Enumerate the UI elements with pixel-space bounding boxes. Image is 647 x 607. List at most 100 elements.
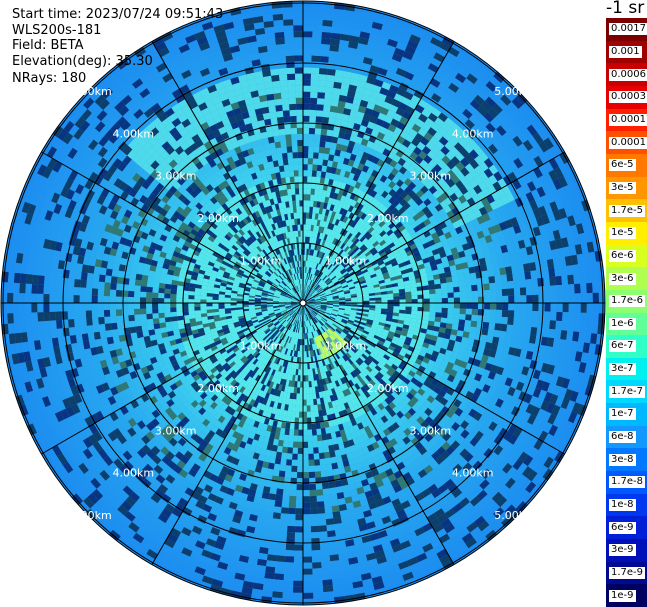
field-gate-cell (494, 323, 502, 331)
field-gate-cell (324, 451, 331, 459)
field-gate-cell (351, 207, 358, 215)
field-gate-cell (459, 83, 471, 94)
field-gate-cell (307, 294, 312, 299)
field-gate-cell (308, 471, 316, 479)
field-gate-cell (340, 195, 346, 203)
field-gate-cell (287, 513, 296, 521)
field-gate-cell (375, 305, 382, 309)
field-gate-cell (306, 200, 311, 207)
field-gate-cell (429, 307, 436, 313)
field-gate-cell (308, 280, 312, 286)
field-gate-cell (306, 285, 310, 292)
field-gate-cell (311, 290, 316, 295)
field-gate-cell (288, 507, 296, 515)
field-gate-cell (364, 159, 372, 168)
field-gate-cell (327, 255, 332, 262)
field-gate-cell (365, 127, 374, 135)
field-gate-cell (323, 202, 328, 210)
field-gate-cell (322, 19, 333, 27)
field-gate-cell (381, 120, 391, 130)
field-gate-cell (316, 257, 320, 264)
field-gate-cell (408, 181, 417, 190)
field-gate-cell (404, 147, 414, 157)
field-gate-cell (309, 103, 317, 111)
field-gate-cell (310, 243, 314, 250)
field-gate-cell (364, 82, 374, 91)
field-gate-cell (308, 140, 315, 147)
field-gate-cell (306, 279, 308, 286)
field-gate-cell (310, 73, 319, 81)
field-gate-cell (303, 284, 305, 291)
field-gate-cell (348, 212, 355, 220)
field-gate-cell (349, 242, 356, 250)
field-gate-cell (387, 172, 396, 181)
field-gate-cell (377, 93, 387, 102)
field-gate-cell (431, 107, 442, 118)
field-gate-cell (333, 252, 339, 259)
field-gate-cell (491, 129, 502, 140)
field-gate-cell (307, 441, 314, 448)
field-gate-cell (273, 579, 284, 587)
field-gate-cell (464, 279, 472, 286)
field-gate-cell (332, 179, 338, 187)
field-gate-cell (538, 311, 545, 320)
field-gate-cell (580, 293, 587, 303)
field-gate-cell (549, 320, 557, 330)
field-gate-cell (311, 218, 315, 226)
field-gate-cell (423, 289, 430, 295)
field-gate-cell (561, 275, 569, 285)
field-gate-cell (548, 267, 556, 278)
field-gate-cell (343, 262, 350, 269)
field-gate-cell (470, 320, 478, 328)
field-gate-cell (280, 513, 289, 520)
field-gate-cell (327, 242, 333, 249)
field-gate-cell (434, 87, 445, 98)
field-gate-cell (385, 44, 396, 54)
field-gate-cell (356, 224, 363, 232)
field-gate-cell (389, 104, 399, 113)
field-gate-cell (359, 235, 366, 243)
field-gate-cell (381, 24, 393, 33)
field-gate-cell (476, 131, 487, 142)
field-gate-cell (325, 518, 335, 526)
field-gate-cell (473, 145, 484, 156)
field-gate-cell (532, 286, 539, 295)
field-gate-cell (560, 330, 568, 340)
field-gate-cell (311, 274, 315, 281)
field-gate-cell (331, 244, 337, 251)
field-gate-cell (303, 194, 307, 201)
field-gate-cell (342, 209, 348, 217)
field-gate-cell (331, 136, 339, 144)
field-gate-cell (306, 293, 311, 299)
field-gate-cell (381, 223, 389, 231)
field-gate-cell (483, 111, 495, 123)
field-gate-cell (317, 513, 326, 520)
field-gate-cell (447, 313, 454, 319)
field-gate-cell (336, 492, 345, 500)
field-gate-cell (329, 223, 335, 231)
field-gate-cell (312, 291, 318, 296)
field-gate-cell (427, 194, 437, 203)
field-gate-cell (398, 166, 408, 175)
field-gate-cell (514, 303, 521, 311)
field-gate-cell (362, 165, 370, 173)
field-gate-cell (442, 164, 452, 174)
field-gate-cell (306, 285, 309, 292)
field-gate-cell (303, 405, 307, 412)
field-gate-cell (376, 41, 387, 51)
field-gate-cell (438, 62, 451, 73)
field-gate-cell (459, 303, 467, 309)
field-gate-cell (455, 88, 467, 99)
field-gate-cell (309, 267, 312, 274)
field-gate-cell (410, 202, 419, 210)
field-gate-cell (462, 133, 473, 144)
field-gate-cell (447, 287, 454, 293)
field-gate-cell (578, 263, 586, 274)
field-gate-cell (501, 281, 508, 290)
field-gate-cell (277, 537, 287, 544)
field-gate-cell (530, 327, 538, 336)
field-gate-cell (550, 303, 557, 312)
field-gate-cell (320, 171, 327, 179)
field-gate-cell (321, 190, 327, 197)
field-gate-cell (308, 459, 315, 466)
